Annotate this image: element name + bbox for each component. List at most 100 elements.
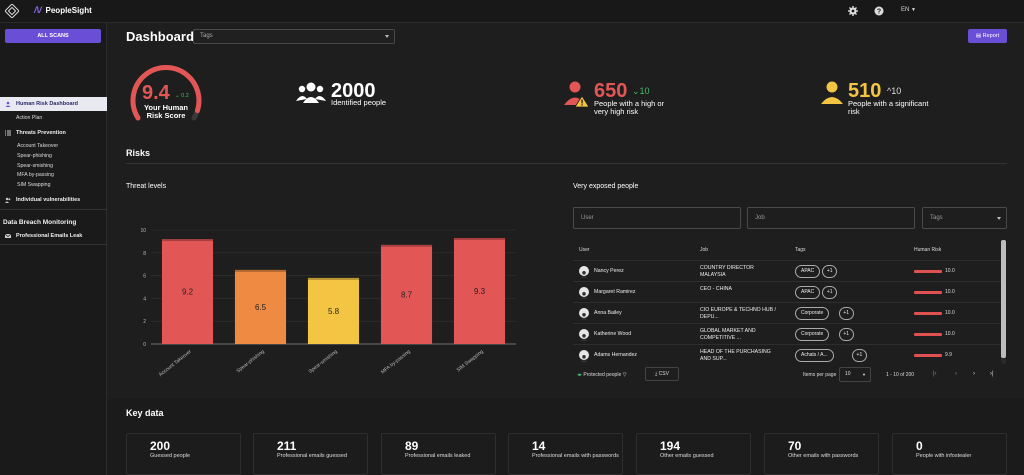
first-page-icon[interactable]: |‹	[933, 371, 937, 377]
key-data-title: Key data	[126, 408, 164, 418]
language-selector[interactable]: EN ▼	[901, 7, 916, 13]
risk-score-value: 9.4	[142, 82, 170, 104]
key-data-number: 200	[150, 439, 171, 453]
key-data-label: Other emails with passwords	[788, 453, 859, 459]
key-data-number: 70	[788, 439, 802, 453]
more-tags-chip[interactable]: +1	[822, 286, 838, 299]
sidebar-item-professional-emails-leak[interactable]: Professional Emails Leak	[16, 233, 83, 239]
user-search-input[interactable]: User	[573, 207, 741, 229]
user-name[interactable]: Margaret Ramirez	[594, 289, 636, 295]
sidebar-heading-data-breach[interactable]: Data Breach Monitoring	[3, 219, 77, 226]
settings-gear-icon[interactable]	[847, 5, 859, 17]
report-button[interactable]: ▤ Report	[968, 29, 1007, 43]
protected-people-toggle[interactable]: ◂▸ Protected people ▽	[577, 372, 626, 378]
language-code: EN	[901, 7, 910, 13]
threat-levels-chart: 0 2 4 6 8 10 9.2 Account Takeover 6.5 Spear-phish…	[140, 228, 516, 378]
previous-page-icon[interactable]: ‹	[955, 371, 957, 377]
last-page-icon[interactable]: ›|	[990, 371, 994, 377]
x-tick-label: Spear-smishing	[308, 349, 339, 375]
next-page-icon[interactable]: ›	[973, 371, 975, 377]
chevron-down-icon	[997, 217, 1001, 220]
sidebar-item-spear-smishing[interactable]: Spear-smishing	[17, 163, 54, 169]
sidebar-item-sim-swapping[interactable]: SIM Swapping	[17, 182, 51, 188]
tag-chip[interactable]: Corporate	[795, 307, 830, 320]
human-risk-value: 10.0	[945, 331, 955, 337]
tags-filter-select[interactable]: Tags	[193, 29, 395, 44]
human-risk-bar	[914, 312, 942, 315]
more-tags-chip[interactable]: +1	[822, 265, 838, 278]
significant-risk-label-line2: risk	[848, 107, 860, 116]
items-per-page-select[interactable]: 10 ▼	[839, 367, 871, 382]
key-data-label: Professional emails leaked	[405, 453, 471, 459]
brand-name: PeopleSight	[45, 5, 92, 15]
all-scans-button[interactable]: ALL SCANS	[5, 29, 101, 43]
tag-chip[interactable]: APAC	[795, 286, 821, 299]
sidebar-item-action-plan[interactable]: Action Plan	[16, 115, 43, 121]
job-search-input[interactable]: Job	[747, 207, 915, 229]
table-scrollbar[interactable]	[1001, 240, 1006, 364]
sidebar-item-account-takeover[interactable]: Account Takeover	[17, 143, 59, 149]
data-label: 5.8	[328, 307, 340, 316]
human-risk-value: 10.0	[945, 268, 955, 274]
scrollbar-thumb[interactable]	[1001, 240, 1006, 358]
more-tags-chip[interactable]: +1	[838, 328, 854, 341]
user-name[interactable]: Adams Hernandez	[594, 352, 637, 358]
csv-export-label: CSV	[658, 371, 669, 377]
key-data-card: 0 People with infostealer	[892, 433, 1007, 475]
tag-chip[interactable]: Corporate	[795, 328, 830, 341]
table-row[interactable]: Nancy Perez COUNTRY DIRECTOR MALAYSIA APAC…	[573, 260, 1002, 281]
key-data-number: 14	[532, 439, 546, 453]
avatar	[579, 287, 589, 299]
csv-export-button[interactable]: ⤓ CSV	[645, 367, 679, 381]
table-row[interactable]: Anna Bailey CIO EUROPE & TECHNO HUB / DEP…	[573, 302, 1002, 323]
table-row[interactable]: Katherine Wood GLOBAL MARKET AND COMPETIT…	[573, 323, 1002, 344]
user-avatar-icon	[580, 334, 588, 341]
user-name[interactable]: Nancy Perez	[594, 268, 624, 274]
user-avatar-icon	[580, 292, 588, 299]
key-data-label: Professional emails with passwords	[532, 453, 619, 459]
significant-risk-value: 510	[848, 80, 882, 102]
sidebar-item-label: Human Risk Dashboard	[16, 101, 79, 107]
brand[interactable]: /\/ PeopleSight	[34, 5, 92, 15]
avatar	[579, 329, 589, 341]
significant-risk-label-line1: People with a significant	[848, 99, 929, 108]
sidebar-item-human-risk-dashboard[interactable]: Human Risk Dashboard	[0, 97, 107, 111]
tags-filter-placeholder: Tags	[200, 33, 213, 39]
sidebar-heading-threats[interactable]: Threats Prevention	[16, 130, 66, 136]
user-name[interactable]: Katherine Wood	[594, 331, 632, 337]
sidebar-item-spear-phishing[interactable]: Spear-phishing	[17, 153, 52, 159]
column-header-human-risk[interactable]: Human Risk	[914, 247, 942, 253]
user-job: COUNTRY DIRECTOR MALAYSIA	[700, 265, 754, 278]
column-header-user[interactable]: User	[579, 247, 590, 253]
bar-top-shade	[234, 269, 287, 272]
column-header-job[interactable]: Job	[700, 247, 709, 253]
key-data-label: People with infostealer	[916, 453, 972, 459]
more-tags-chip[interactable]: +1	[851, 349, 867, 362]
sidebar-item-individual-vulnerabilities[interactable]: Individual vulnerabilities	[16, 197, 81, 203]
key-data-number: 89	[405, 439, 419, 453]
sidebar-item-mfa-bypassing[interactable]: MFA by-passing	[17, 172, 54, 178]
tag-chip[interactable]: Achats / A...	[795, 349, 834, 362]
risk-score-label: Your Human Risk Score	[140, 104, 192, 120]
x-tick-label: SIM Swapping	[456, 349, 485, 374]
key-data-card: 211 Professional emails guessed	[253, 433, 368, 475]
bar-top-shade	[161, 239, 214, 242]
tag-chip[interactable]: APAC	[795, 265, 821, 278]
table-row[interactable]: Adams Hernandez HEAD OF THE PURCHASING AN…	[573, 344, 1002, 365]
user-name[interactable]: Anna Bailey	[594, 310, 622, 316]
identified-people-value: 2000	[331, 80, 376, 102]
human-risk-value: 10.0	[945, 310, 955, 316]
y-tick-label: 6	[143, 274, 146, 280]
app-logo-icon[interactable]	[5, 4, 19, 18]
brand-mark: /\/	[34, 5, 42, 15]
bar	[234, 269, 287, 344]
column-header-tags[interactable]: Tags	[795, 247, 806, 253]
table-row[interactable]: Margaret Ramirez CEO - CHINA APAC +1 10.0	[573, 281, 1002, 302]
help-icon[interactable]: ?	[873, 5, 885, 17]
tags-search-select[interactable]: Tags	[922, 207, 1007, 229]
data-label: 9.2	[182, 288, 194, 297]
more-tags-chip[interactable]: +1	[838, 307, 854, 320]
document-icon: ▤	[975, 33, 983, 39]
tags-search-placeholder: Tags	[930, 215, 943, 221]
data-label: 9.3	[474, 287, 486, 296]
